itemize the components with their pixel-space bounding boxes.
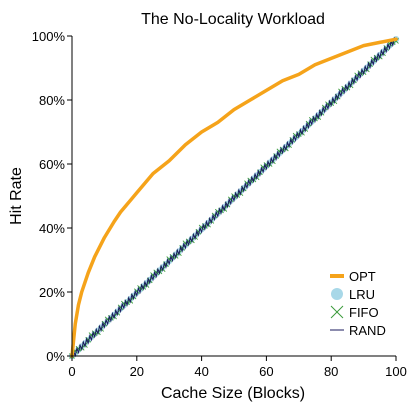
fifo-cross-stroke xyxy=(202,223,208,229)
legend-swatch xyxy=(330,305,344,319)
legend-swatch xyxy=(331,288,343,300)
fifo-cross-stroke xyxy=(85,336,92,343)
legend: OPT LRU FIFO RAND xyxy=(330,269,386,338)
fifo-cross-stroke xyxy=(146,277,153,284)
fifo-cross-stroke xyxy=(295,131,302,137)
y-tick-label: 100% xyxy=(32,29,66,44)
fifo-cross-stroke xyxy=(273,153,279,159)
fifo-cross-stroke xyxy=(367,61,373,67)
rand-line xyxy=(71,37,397,358)
axes: 0 20 40 60 80 100 0% 20% 40% 60% 80% 100% xyxy=(32,29,407,379)
y-tick-label: 80% xyxy=(39,93,65,108)
fifo-cross-stroke xyxy=(257,169,263,176)
legend-label: LRU xyxy=(349,287,375,302)
fifo-cross-stroke xyxy=(351,77,357,84)
x-axis-label: Cache Size (Blocks) xyxy=(161,385,305,402)
y-axis-label: Hit Rate xyxy=(8,167,25,225)
opt-line xyxy=(70,37,398,358)
fifo-cross-stroke xyxy=(108,314,114,321)
fifo-cross-stroke xyxy=(334,93,341,100)
y-tick-label: 60% xyxy=(39,157,65,172)
y-tick-label: 20% xyxy=(39,285,65,300)
x-tick-label: 20 xyxy=(130,364,144,379)
x-tick-label: 80 xyxy=(324,364,338,379)
y-tick-label: 40% xyxy=(39,221,65,236)
legend-label: RAND xyxy=(349,323,386,338)
fifo-cross-stroke xyxy=(179,245,185,251)
legend-item-opt: OPT xyxy=(330,269,376,284)
legend-item-fifo: FIFO xyxy=(330,305,379,320)
x-tick-label: 100 xyxy=(385,364,407,379)
y-tick-label: 0% xyxy=(46,349,65,364)
fifo-cross-stroke xyxy=(124,299,130,306)
fifo-cross-stroke xyxy=(240,185,247,192)
legend-label: OPT xyxy=(349,269,376,284)
legend-label: FIFO xyxy=(349,305,379,320)
legend-item-lru: LRU xyxy=(331,287,375,302)
plot-area xyxy=(68,36,400,360)
x-tick-label: 60 xyxy=(259,364,273,379)
fifo-cross-stroke xyxy=(163,261,169,267)
legend-item-rand: RAND xyxy=(330,323,386,338)
chart-title: The No-Locality Workload xyxy=(141,11,325,28)
x-tick-label: 40 xyxy=(194,364,208,379)
fifo-cross-stroke xyxy=(312,115,318,122)
x-tick-label: 0 xyxy=(68,364,75,379)
fifo-cross-stroke xyxy=(218,207,224,214)
